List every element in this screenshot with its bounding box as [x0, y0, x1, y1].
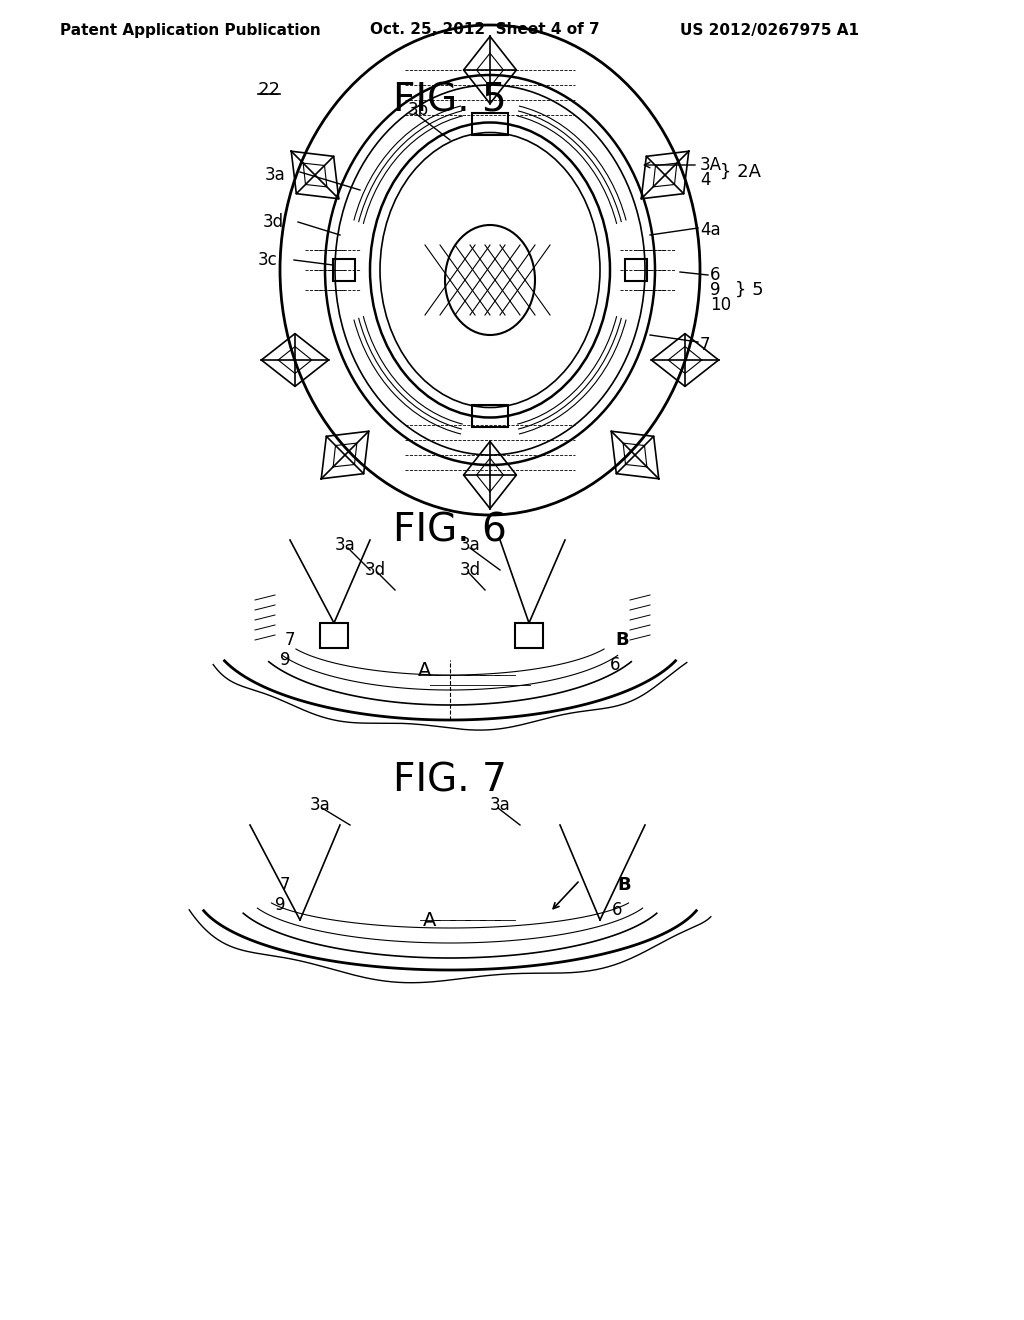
Text: 3d: 3d [263, 213, 284, 231]
Ellipse shape [445, 224, 535, 335]
Text: B: B [617, 876, 631, 894]
Text: 9: 9 [710, 281, 721, 300]
Bar [333, 259, 355, 281]
Text: 3d: 3d [460, 561, 481, 579]
Text: 10: 10 [710, 296, 731, 314]
Text: A: A [419, 660, 432, 680]
Text: 3a: 3a [490, 796, 511, 814]
Text: 7: 7 [285, 631, 296, 649]
Text: } 2A: } 2A [720, 162, 761, 181]
Text: 3d: 3d [365, 561, 386, 579]
Text: 4a: 4a [700, 220, 721, 239]
Text: 3b: 3b [408, 102, 429, 119]
Text: FIG. 6: FIG. 6 [393, 511, 507, 549]
Text: 9: 9 [275, 896, 286, 913]
Text: B: B [615, 631, 629, 649]
Text: 6: 6 [612, 902, 623, 919]
Text: 3a: 3a [310, 796, 331, 814]
Text: 3a: 3a [460, 536, 480, 554]
Text: FIG. 7: FIG. 7 [393, 762, 507, 799]
Text: 3a: 3a [335, 536, 355, 554]
Text: 22: 22 [258, 81, 281, 99]
Text: 3c: 3c [258, 251, 278, 269]
Text: FIG. 5: FIG. 5 [393, 81, 507, 119]
Text: 3A: 3A [700, 156, 722, 174]
Text: 9: 9 [280, 651, 291, 669]
Text: } 5: } 5 [735, 281, 764, 300]
Text: US 2012/0267975 A1: US 2012/0267975 A1 [680, 22, 859, 37]
Text: A: A [423, 911, 436, 929]
Text: 4: 4 [700, 172, 711, 189]
Bar [319, 623, 348, 648]
Text: Patent Application Publication: Patent Application Publication [60, 22, 321, 37]
Text: Oct. 25, 2012  Sheet 4 of 7: Oct. 25, 2012 Sheet 4 of 7 [370, 22, 600, 37]
Text: 6: 6 [710, 267, 721, 284]
Bar [625, 259, 647, 281]
Text: 3a: 3a [265, 166, 286, 183]
Text: 7: 7 [280, 876, 291, 894]
Bar [515, 623, 543, 648]
Text: 6: 6 [610, 656, 621, 675]
Bar [472, 114, 508, 135]
Text: 7: 7 [700, 337, 711, 354]
Bar [472, 405, 508, 426]
